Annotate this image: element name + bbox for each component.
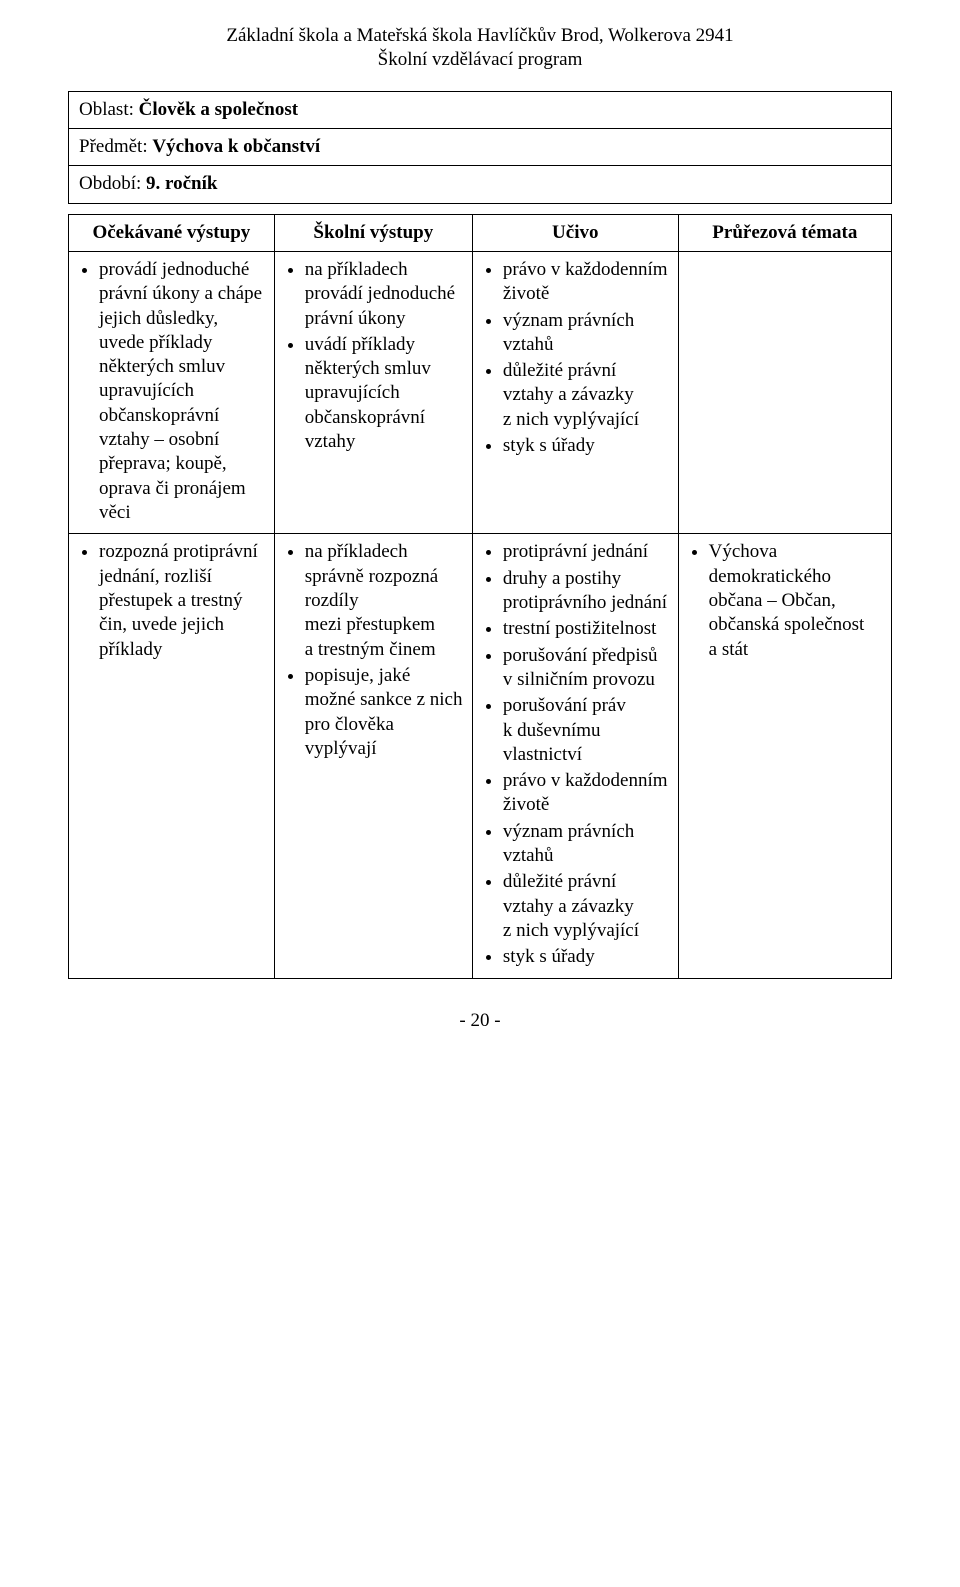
bullet-list: provádí jednoduché právní úkony a chápe … xyxy=(77,258,266,525)
list-item: Výchova demokratického občana – Občan, o… xyxy=(709,540,883,662)
col-header-4: Průřezová témata xyxy=(678,214,891,251)
list-item: význam právních vztahů xyxy=(503,820,670,869)
meta-obdobi: Období: 9. ročník xyxy=(68,165,892,203)
table-header-row: Očekávané výstupy Školní výstupy Učivo P… xyxy=(69,214,892,251)
table-cell: Výchova demokratického občana – Občan, o… xyxy=(678,534,891,978)
list-item: rozpozná protiprávní jednání, rozliší př… xyxy=(99,540,266,662)
list-item: styk s úřady xyxy=(503,945,670,969)
list-item: trestní postižitelnost xyxy=(503,617,670,641)
bullet-list: na příkladech provádí jednoduché právní … xyxy=(283,258,464,455)
list-item: popisuje, jaké možné sankce z nich pro č… xyxy=(305,664,464,761)
bullet-list: Výchova demokratického občana – Občan, o… xyxy=(687,540,883,662)
table-cell: protiprávní jednání druhy a postihy proti… xyxy=(472,534,678,978)
page-number: - 20 - xyxy=(459,1010,500,1031)
curriculum-table: Očekávané výstupy Školní výstupy Učivo P… xyxy=(68,214,892,979)
page-footer: - 20 - xyxy=(68,1009,892,1033)
table-cell xyxy=(678,251,891,533)
list-item: porušování práv k duševnímu vlastnictví xyxy=(503,694,670,767)
table-body: provádí jednoduché právní úkony a chápe … xyxy=(69,251,892,978)
table-cell: právo v každodenním životěvýznam právníc… xyxy=(472,251,678,533)
list-item: právo v každodenním životě xyxy=(503,258,670,307)
list-item: porušování předpisů v silničním provozu xyxy=(503,644,670,693)
meta-oblast: Oblast: Člověk a společnost xyxy=(68,91,892,129)
list-item: uvádí příklady některých smluv upravujíc… xyxy=(305,333,464,455)
header-line-1: Základní škola a Mateřská škola Havlíčků… xyxy=(68,24,892,48)
table-cell: na příkladech provádí jednoduché právní … xyxy=(274,251,472,533)
meta-predmet-value: Výchova k občanství xyxy=(152,136,320,157)
bullet-list: protiprávní jednání druhy a postihy proti… xyxy=(481,540,670,969)
list-item: důležité právní vztahy a závazky z nich … xyxy=(503,870,670,943)
list-item: druhy a postihy protiprávního jednání xyxy=(503,567,670,616)
meta-predmet: Předmět: Výchova k občanství xyxy=(68,128,892,166)
list-item: na příkladech provádí jednoduché právní … xyxy=(305,258,464,331)
col-header-3: Učivo xyxy=(472,214,678,251)
bullet-list: rozpozná protiprávní jednání, rozliší př… xyxy=(77,540,266,662)
table-cell: rozpozná protiprávní jednání, rozliší př… xyxy=(69,534,275,978)
table-row: provádí jednoduché právní úkony a chápe … xyxy=(69,251,892,533)
bullet-list: na příkladech správně rozpozná rozdíly m… xyxy=(283,540,464,761)
meta-oblast-label: Oblast: xyxy=(79,99,139,120)
list-item: na příkladech správně rozpozná rozdíly m… xyxy=(305,540,464,662)
col-header-2: Školní výstupy xyxy=(274,214,472,251)
list-item: provádí jednoduché právní úkony a chápe … xyxy=(99,258,266,525)
col-header-1: Očekávané výstupy xyxy=(69,214,275,251)
content: Oblast: Člověk a společnost Předmět: Výc… xyxy=(68,91,892,979)
meta-obdobi-label: Období: xyxy=(79,173,146,194)
meta-oblast-value: Člověk a společnost xyxy=(139,99,298,120)
meta-obdobi-value: 9. ročník xyxy=(146,173,217,194)
list-item: důležité právní vztahy a závazky z nich … xyxy=(503,359,670,432)
list-item: styk s úřady xyxy=(503,434,670,458)
page: Základní škola a Mateřská škola Havlíčků… xyxy=(0,0,960,1073)
table-cell: provádí jednoduché právní úkony a chápe … xyxy=(69,251,275,533)
meta-predmet-label: Předmět: xyxy=(79,136,152,157)
header-line-2: Školní vzdělávací program xyxy=(68,48,892,72)
table-row: rozpozná protiprávní jednání, rozliší př… xyxy=(69,534,892,978)
list-item: právo v každodenním životě xyxy=(503,769,670,818)
list-item: význam právních vztahů xyxy=(503,309,670,358)
list-item: protiprávní jednání xyxy=(503,540,670,564)
bullet-list: právo v každodenním životěvýznam právníc… xyxy=(481,258,670,459)
table-cell: na příkladech správně rozpozná rozdíly m… xyxy=(274,534,472,978)
